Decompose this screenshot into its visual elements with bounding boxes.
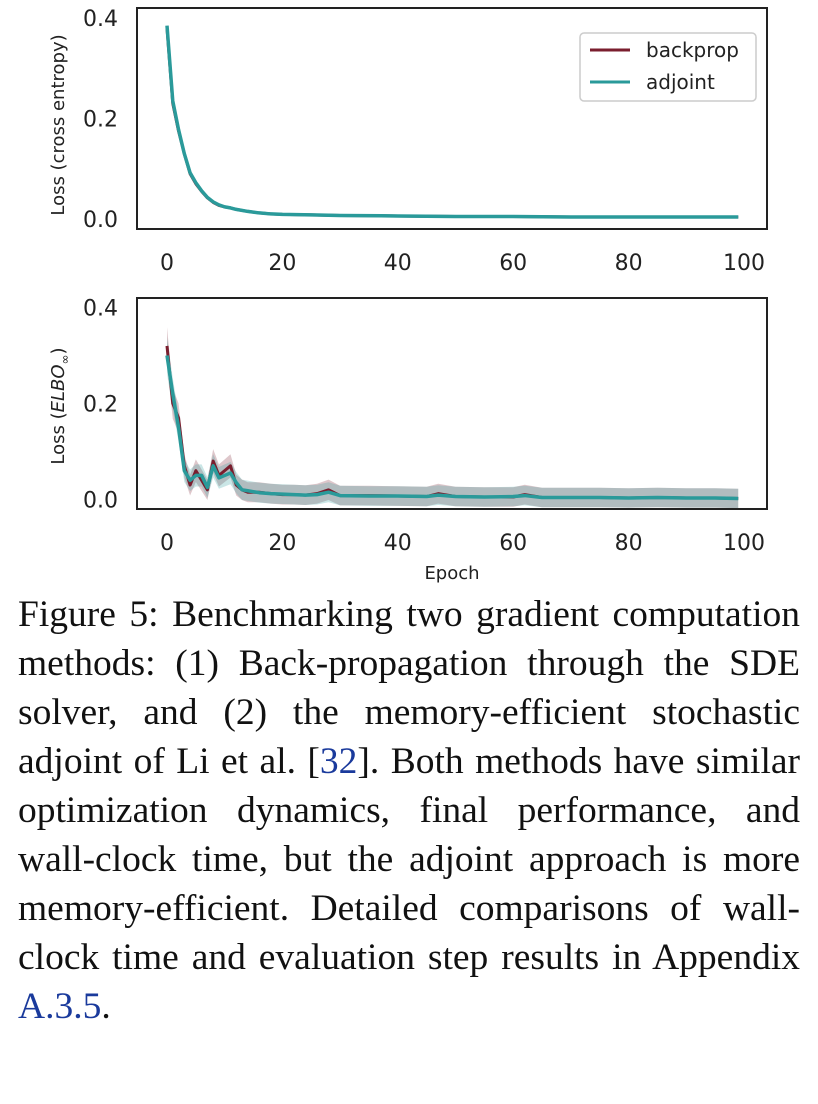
- y-axis-label-suffix: ): [48, 347, 69, 354]
- caption-end: .: [101, 986, 111, 1027]
- figure-caption: Figure 5: Benchmarking two gradient comp…: [18, 590, 800, 1031]
- caption-text-cont: ]. Both methods have similar optimizatio…: [18, 741, 801, 978]
- x-tick-labels: 0 20 40 60 80 100: [160, 531, 765, 556]
- plot-frame: [136, 297, 768, 510]
- x-tick-label: 60: [499, 251, 527, 276]
- band-adjoint: [167, 337, 739, 509]
- y-axis-label: Loss (cross entropy): [48, 34, 69, 215]
- series-line-adjoint: [165, 355, 739, 501]
- chart-elbo: 0 20 40 60 80 100 0.0 0.2 0.4 Loss (ELBO∞) Epoc…: [48, 297, 768, 584]
- x-tick-labels: 0 20 40 60 80 100: [160, 251, 765, 276]
- y-axis-label-sub: ∞: [58, 354, 72, 364]
- x-tick-label: 40: [384, 251, 412, 276]
- series-lines: [165, 345, 739, 501]
- x-tick-label: 100: [723, 251, 765, 276]
- chart-cross-entropy: 0 20 40 60 80 100 0.0 0.2 0.4 Loss (cross entro…: [48, 7, 768, 276]
- x-axis-label: Epoch: [424, 563, 479, 584]
- series-line-backprop: [165, 345, 739, 500]
- figure-charts: 0 20 40 60 80 100 0.0 0.2 0.4 Loss (cross entro…: [48, 7, 768, 584]
- citation-link[interactable]: 32: [319, 741, 358, 782]
- legend-label-adjoint: adjoint: [646, 70, 715, 94]
- y-tick-label: 0.2: [83, 393, 118, 418]
- x-tick-label: 20: [268, 251, 296, 276]
- series-line-adjoint: [165, 25, 739, 219]
- y-tick-labels: 0.0 0.2 0.4: [83, 297, 118, 514]
- x-tick-label: 40: [384, 531, 412, 556]
- series-lines: [165, 25, 739, 219]
- appendix-link[interactable]: A.3.5: [18, 986, 102, 1027]
- y-tick-labels: 0.0 0.2 0.4: [83, 7, 118, 233]
- x-tick-label: 80: [615, 531, 643, 556]
- legend: backprop adjoint: [579, 32, 757, 102]
- x-tick-label: 0: [160, 531, 174, 556]
- y-tick-label: 0.4: [83, 297, 118, 322]
- caption-text: Figure 5: Benchmarking two gradient comp…: [18, 594, 800, 782]
- band-backprop: [167, 327, 739, 509]
- y-axis-label-prefix: Loss (: [48, 412, 69, 464]
- x-tick-label: 100: [723, 531, 765, 556]
- x-tick-label: 60: [499, 531, 527, 556]
- plot-frame: [136, 7, 768, 230]
- legend-label-backprop: backprop: [646, 38, 739, 62]
- y-tick-label: 0.2: [83, 108, 118, 133]
- y-tick-label: 0.0: [83, 208, 118, 233]
- x-tick-label: 80: [615, 251, 643, 276]
- y-tick-label: 0.4: [83, 7, 118, 32]
- x-tick-label: 0: [160, 251, 174, 276]
- y-tick-label: 0.0: [83, 488, 118, 513]
- y-axis-label: Loss (ELBO∞): [48, 347, 72, 464]
- y-axis-label-math: ELBO: [48, 364, 69, 412]
- x-tick-label: 20: [268, 531, 296, 556]
- series-bands: [167, 327, 739, 509]
